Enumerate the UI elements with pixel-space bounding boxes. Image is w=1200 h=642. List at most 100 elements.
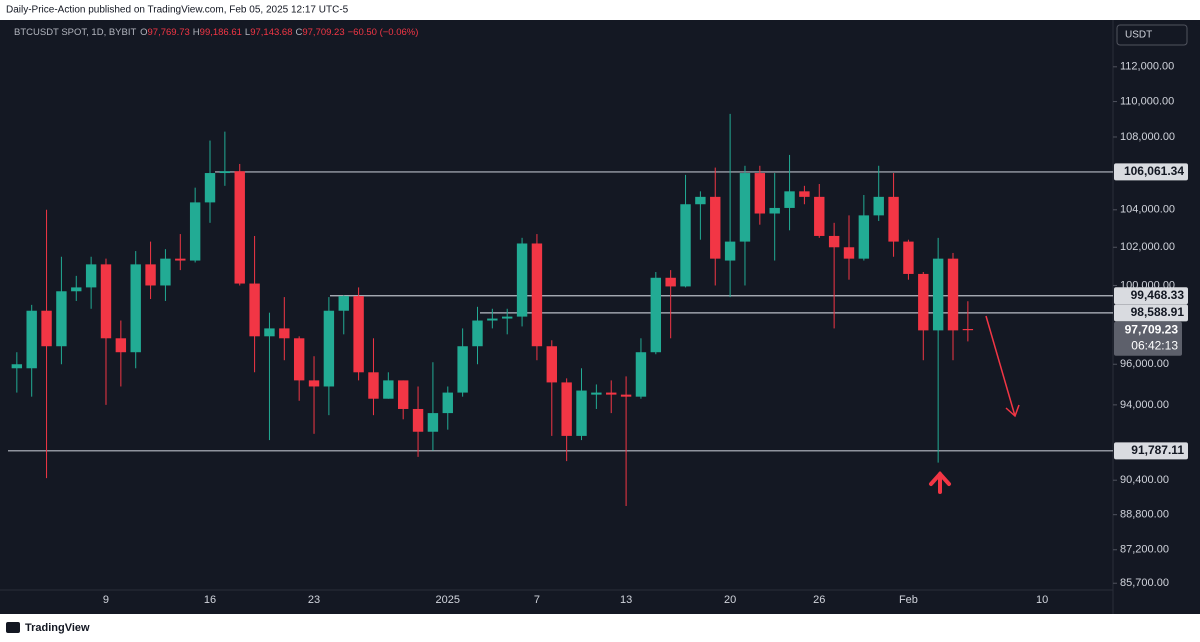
candle-body <box>11 364 23 369</box>
arrow-head <box>929 471 951 486</box>
candle-body <box>561 382 572 436</box>
candle-body <box>56 291 67 347</box>
candle-body <box>412 408 424 432</box>
candle-body <box>234 171 245 284</box>
candle-body <box>695 196 706 205</box>
candle-body <box>100 264 112 339</box>
candle-body <box>962 328 974 331</box>
candle-body <box>175 258 186 261</box>
candle-body <box>531 243 543 347</box>
candle-body <box>427 413 439 432</box>
candle-body <box>576 390 587 436</box>
candle-body <box>383 380 394 399</box>
candle-body <box>650 277 662 353</box>
candle-body <box>710 196 721 259</box>
brand-logo <box>6 622 20 633</box>
x-tick-label: 7 <box>534 594 540 606</box>
legend-value: 97,769.73 <box>148 27 190 38</box>
candle-body <box>873 196 884 216</box>
level-label-box <box>1114 287 1188 305</box>
x-tick-label: 9 <box>103 594 109 606</box>
candle-body <box>828 235 840 248</box>
candle-body <box>189 202 201 261</box>
candle-body <box>472 320 483 347</box>
annotation-down-arrow <box>985 315 1020 418</box>
candle-body <box>219 171 231 174</box>
candle-body <box>85 264 97 288</box>
candle-body <box>41 310 52 347</box>
candle-body <box>903 241 914 274</box>
candle-body <box>308 380 320 387</box>
candle-body <box>918 273 929 331</box>
candle-body <box>680 204 691 287</box>
legend-change: −60.50 (−0.06%) <box>348 27 419 38</box>
legend-key: C <box>295 27 302 38</box>
candle-body <box>814 196 825 236</box>
y-tick-label: 87,200.00 <box>1120 544 1169 556</box>
candle-body <box>858 215 870 259</box>
x-tick-label: 13 <box>620 594 632 606</box>
candle-body <box>279 328 290 339</box>
level-label-box <box>1114 442 1188 460</box>
legend-value: 97,143.68 <box>250 27 292 38</box>
last-price-label: 97,709.23 <box>1125 322 1179 336</box>
candle-body <box>516 243 528 317</box>
currency[interactable]: USDT <box>1125 30 1152 41</box>
x-tick-label: 20 <box>724 594 736 606</box>
legend-key: L <box>245 27 250 38</box>
candle-body <box>204 173 216 203</box>
candle-body <box>620 394 632 397</box>
candle-body <box>26 310 37 369</box>
level-label: 106,061.34 <box>1124 164 1184 178</box>
candle-body <box>71 287 82 292</box>
candle-body <box>160 258 171 286</box>
y-tick-label: 110,000.00 <box>1120 95 1174 107</box>
y-tick-label: 100,000.00 <box>1120 279 1175 291</box>
candle-body <box>487 318 498 321</box>
candle-body <box>323 310 335 387</box>
candle-body <box>249 283 260 337</box>
candle-body <box>338 296 349 311</box>
y-tick-label: 94,000.00 <box>1120 399 1169 411</box>
top-bar <box>0 0 1200 20</box>
candle-body <box>145 264 156 286</box>
levels: 106,061.34 99,468.33 98,588.91 91,787.11 97,… <box>8 163 1188 460</box>
candle-body <box>397 380 409 409</box>
level-label: 91,787.11 <box>1131 443 1184 457</box>
y-tick-label: 108,000.00 <box>1120 131 1175 143</box>
legend-value: 97,709.23 <box>302 27 344 38</box>
brand: TradingView <box>25 622 90 634</box>
x-tick-label: 10 <box>1036 594 1048 606</box>
legend-key: O <box>140 27 147 38</box>
candle-body <box>606 392 617 395</box>
plot-background <box>0 20 1200 614</box>
candles <box>11 113 974 506</box>
legend: BTCUSDT SPOT, 1D, BYBIT O97,769.73 H99,186… <box>14 27 418 38</box>
candle-body <box>947 258 959 331</box>
y-tick-label: 104,000.00 <box>1120 204 1175 216</box>
candle-body <box>442 392 453 414</box>
x-tick-label: 26 <box>813 594 825 606</box>
legend-value: 99,186.61 <box>200 27 242 38</box>
candle-body <box>799 191 810 197</box>
candle-body <box>635 352 647 397</box>
arrow-head <box>1005 404 1020 418</box>
candle-body <box>665 277 676 287</box>
y-tick-label: 88,800.00 <box>1120 509 1169 521</box>
candle-body <box>754 173 766 214</box>
candle-body <box>888 196 899 242</box>
candle-body <box>368 372 379 399</box>
annotation-up-arrow <box>929 471 951 494</box>
candle-body <box>457 346 468 393</box>
x-tick-label: 16 <box>204 594 216 606</box>
currency-button[interactable] <box>1116 24 1188 46</box>
legend-key: H <box>193 27 200 38</box>
level-label: 98,588.91 <box>1131 305 1185 319</box>
last-price-box <box>1114 321 1182 356</box>
y-tick-label: 112,000.00 <box>1120 61 1174 73</box>
level-label-box <box>1114 163 1188 181</box>
candle-body <box>724 241 736 261</box>
x-tick-label: 2025 <box>436 594 460 606</box>
